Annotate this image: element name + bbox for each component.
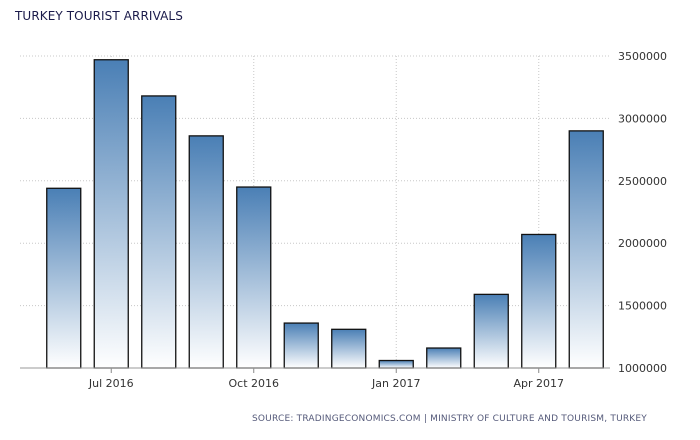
y-tick-label: 2500000 bbox=[618, 175, 667, 188]
bar bbox=[331, 328, 367, 369]
x-tick-label: Jul 2016 bbox=[88, 377, 134, 390]
bar bbox=[93, 59, 129, 369]
y-tick-label: 2000000 bbox=[618, 237, 667, 250]
axes: 1000000 1500000 2000000 2500000 3000000 35000… bbox=[20, 50, 667, 390]
y-tick-label: 1500000 bbox=[618, 300, 667, 313]
bar bbox=[568, 130, 604, 369]
bar bbox=[46, 187, 82, 369]
bar bbox=[521, 233, 557, 369]
source-note: SOURCE: TRADINGECONOMICS.COM | MINISTRY … bbox=[251, 414, 647, 424]
x-tick-label: Oct 2016 bbox=[228, 377, 279, 390]
bar bbox=[283, 322, 319, 369]
bar bbox=[188, 135, 224, 369]
bar bbox=[378, 359, 414, 369]
x-tick-label: Jan 2017 bbox=[371, 377, 420, 390]
y-tick-label: 3500000 bbox=[618, 50, 667, 63]
chart-title: TURKEY TOURIST ARRIVALS bbox=[15, 9, 183, 23]
bars bbox=[46, 59, 604, 369]
bar bbox=[426, 347, 462, 369]
y-tick-label: 3000000 bbox=[618, 112, 667, 125]
x-tick-label: Apr 2017 bbox=[513, 377, 564, 390]
bar bbox=[236, 186, 272, 369]
y-tick-label: 1000000 bbox=[618, 362, 667, 375]
bar bbox=[473, 293, 509, 369]
bar bbox=[141, 95, 177, 369]
